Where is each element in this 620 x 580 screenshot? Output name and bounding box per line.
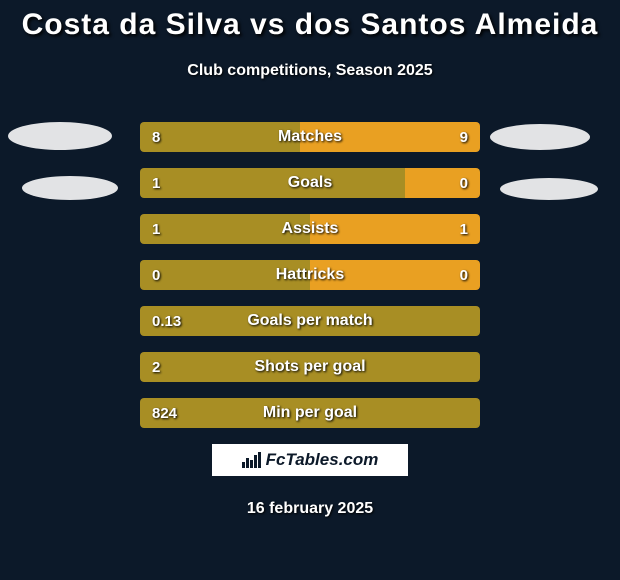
brand-chart-icon bbox=[242, 452, 262, 468]
metric-right-value: 1 bbox=[448, 214, 480, 244]
brand-text: FcTables.com bbox=[266, 450, 379, 470]
metric-row: Shots per goal2 bbox=[140, 352, 480, 382]
infographic-date: 16 february 2025 bbox=[0, 500, 620, 518]
metric-row: Assists1 1 bbox=[140, 214, 480, 244]
metric-left-value: 824 bbox=[140, 398, 189, 428]
title: Costa da Silva vs dos Santos Almeida bbox=[0, 8, 620, 42]
metric-right-value: 0 bbox=[448, 260, 480, 290]
metric-label: Min per goal bbox=[140, 398, 480, 428]
metric-right-value bbox=[456, 306, 480, 336]
left-team-badge-2 bbox=[22, 176, 118, 200]
metric-row: Goals per match0.13 bbox=[140, 306, 480, 336]
metric-label: Shots per goal bbox=[140, 352, 480, 382]
brand-logo: FcTables.com bbox=[242, 450, 379, 470]
comparison-infographic: Costa da Silva vs dos Santos Almeida Clu… bbox=[0, 0, 620, 580]
subtitle: Club competitions, Season 2025 bbox=[0, 62, 620, 80]
metric-label: Hattricks bbox=[140, 260, 480, 290]
metric-left-value: 2 bbox=[140, 352, 172, 382]
metric-right-value bbox=[456, 398, 480, 428]
metric-right-value bbox=[456, 352, 480, 382]
metric-row: Hattricks0 0 bbox=[140, 260, 480, 290]
metric-row: Goals1 0 bbox=[140, 168, 480, 198]
metric-row: Matches8 9 bbox=[140, 122, 480, 152]
brand-logo-box: FcTables.com bbox=[210, 442, 410, 478]
metric-left-value: 8 bbox=[140, 122, 172, 152]
metric-left-value: 1 bbox=[140, 214, 172, 244]
right-team-badge-1 bbox=[490, 124, 590, 150]
metric-right-value: 9 bbox=[448, 122, 480, 152]
metric-left-value: 0.13 bbox=[140, 306, 193, 336]
metric-label: Goals bbox=[140, 168, 480, 198]
metric-left-value: 1 bbox=[140, 168, 172, 198]
metric-right-value: 0 bbox=[448, 168, 480, 198]
metric-label: Assists bbox=[140, 214, 480, 244]
right-team-badge-2 bbox=[500, 178, 598, 200]
metrics-list: Matches89Goals10Assists11Hattricks00Goal… bbox=[140, 122, 480, 444]
metric-row: Min per goal824 bbox=[140, 398, 480, 428]
left-team-badge-1 bbox=[8, 122, 112, 150]
metric-label: Matches bbox=[140, 122, 480, 152]
metric-left-value: 0 bbox=[140, 260, 172, 290]
